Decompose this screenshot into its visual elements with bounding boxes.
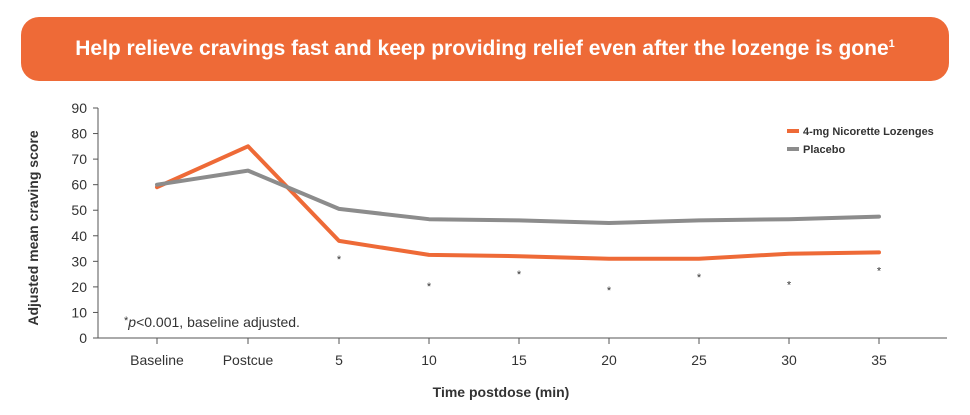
banner-title: Help relieve cravings fast and keep prov…	[75, 37, 895, 61]
banner-title-text: Help relieve cravings fast and keep prov…	[75, 37, 889, 60]
footnote: *p<0.001, baseline adjusted.	[124, 314, 300, 330]
x-tick-label: 30	[781, 352, 797, 368]
footnote-p: p	[127, 314, 136, 330]
y-tick-label: 60	[71, 177, 87, 193]
x-tick-label: 20	[601, 352, 617, 368]
significance-star: *	[337, 254, 342, 266]
y-tick-label: 10	[71, 304, 87, 320]
significance-star: *	[697, 272, 702, 284]
legend: 4-mg Nicorette Lozenges Placebo	[787, 126, 934, 156]
significance-star: *	[607, 285, 612, 297]
y-tick-label: 0	[79, 330, 87, 346]
significance-star: *	[517, 269, 522, 281]
x-tick-label: 10	[421, 352, 437, 368]
header-banner: Help relieve cravings fast and keep prov…	[21, 17, 949, 81]
x-tick-label: 35	[871, 352, 887, 368]
y-tick-label: 70	[71, 151, 87, 167]
significance-star: *	[787, 280, 792, 292]
footnote-asterisk: *	[124, 315, 129, 327]
x-axis-label: Time postdose (min)	[433, 384, 570, 400]
y-axis-label: Adjusted mean craving score	[25, 130, 41, 326]
legend-label: 4-mg Nicorette Lozenges	[803, 126, 934, 138]
chart-axes	[93, 107, 947, 344]
y-tick-label: 40	[71, 228, 87, 244]
significance-markers: * * * * * * *	[337, 254, 882, 297]
series-line-lozenges	[155, 144, 881, 261]
footnote-text: <0.001, baseline adjusted.	[136, 314, 300, 330]
y-tick-label: 30	[71, 253, 87, 269]
x-tick-label: 15	[511, 352, 527, 368]
y-tick-label: 80	[71, 126, 87, 142]
significance-star: *	[877, 265, 882, 277]
x-tick-label: 25	[691, 352, 707, 368]
x-tick-labels: Baseline Postcue 5 10 15 20 25 30 35	[130, 352, 887, 368]
x-tick-label: Postcue	[223, 352, 274, 368]
y-tick-labels: 0 10 20 30 40 50 60 70 80 90	[71, 100, 87, 346]
y-tick-label: 20	[71, 279, 87, 295]
x-tick-label: 5	[335, 352, 343, 368]
series-line-placebo	[155, 168, 881, 225]
x-tick-label: Baseline	[130, 352, 184, 368]
y-tick-label: 90	[71, 100, 87, 116]
y-tick-label: 50	[71, 202, 87, 218]
banner-footnote-ref: 1	[888, 38, 895, 50]
legend-label: Placebo	[803, 144, 845, 156]
series-lines	[155, 144, 881, 261]
significance-star: *	[427, 281, 432, 293]
